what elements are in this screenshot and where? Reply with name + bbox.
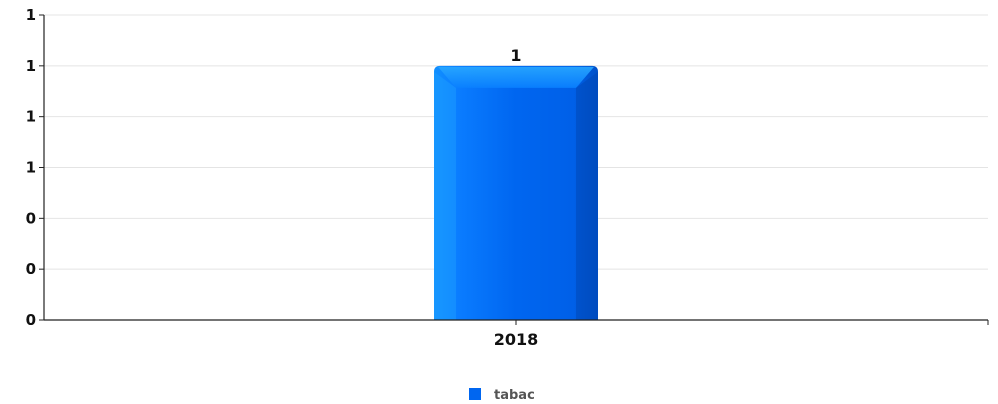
bar-2018: 1 xyxy=(434,46,598,320)
y-tick-label: 0 xyxy=(26,311,36,329)
y-tick-label: 1 xyxy=(26,57,36,75)
x-axis: 2018 xyxy=(44,319,989,349)
y-tick-label: 0 xyxy=(26,209,36,227)
y-tick-label: 1 xyxy=(26,6,36,24)
bars: 1 xyxy=(434,46,598,320)
x-tick-label: 2018 xyxy=(494,330,539,349)
legend-item[interactable]: tabac xyxy=(469,388,535,403)
bar-top-bevel xyxy=(438,66,594,88)
data-label: 1 xyxy=(510,46,521,65)
bar-side-bevel xyxy=(576,71,598,320)
y-tick-label: 1 xyxy=(26,159,36,177)
bar-left-bevel xyxy=(434,71,456,320)
legend-swatch xyxy=(469,388,481,400)
y-axis: 0 0 0 1 1 1 1 xyxy=(26,6,45,329)
y-tick-label: 1 xyxy=(26,108,36,126)
legend: tabac xyxy=(469,388,535,403)
bar-body xyxy=(434,65,598,320)
legend-label: tabac xyxy=(494,388,535,403)
y-tick-label: 0 xyxy=(26,260,36,278)
